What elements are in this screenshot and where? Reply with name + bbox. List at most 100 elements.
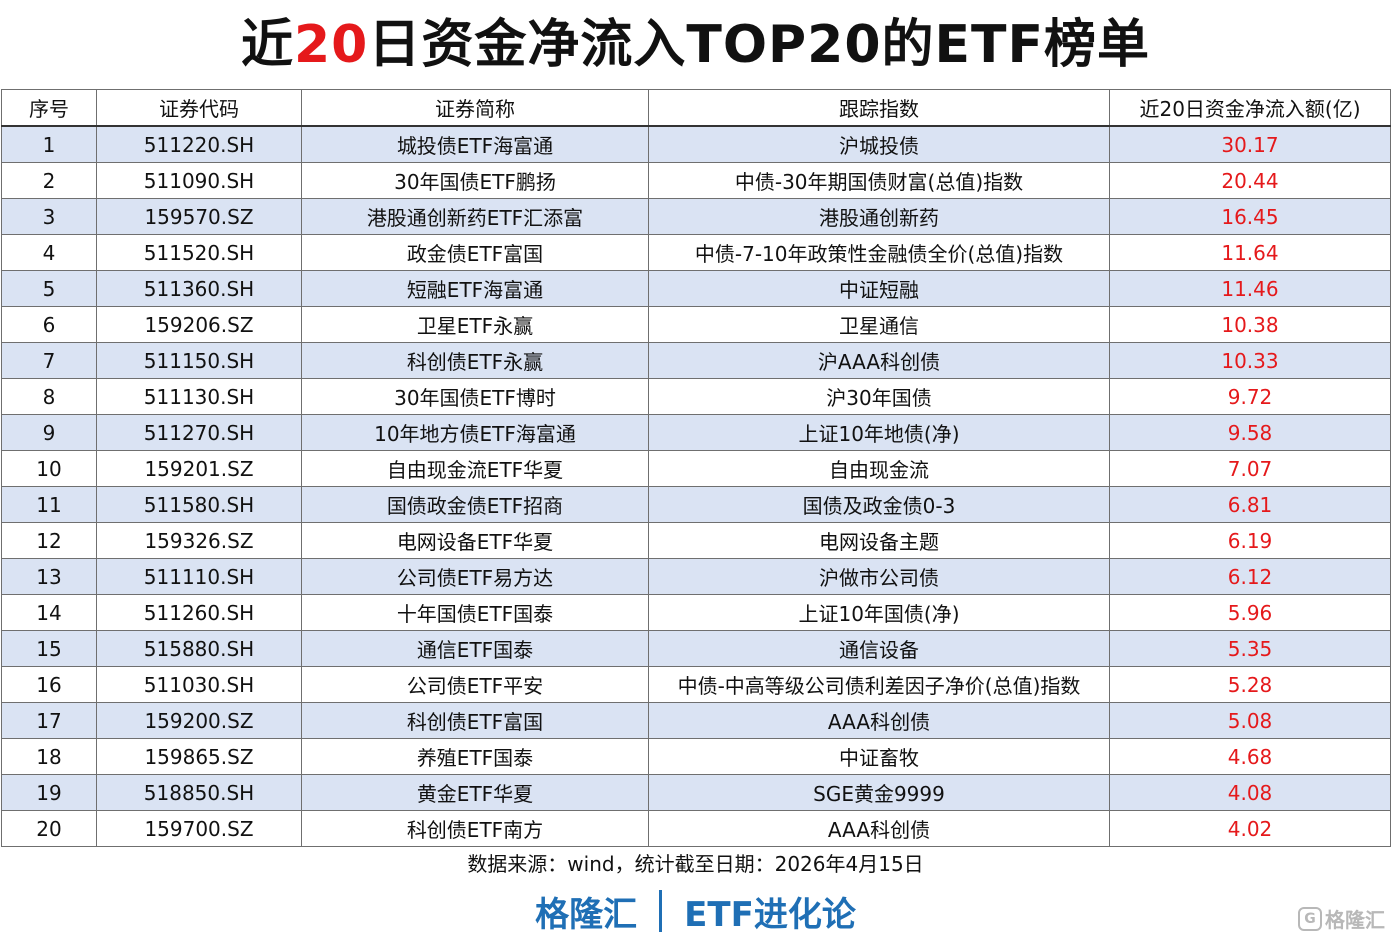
cell-rank: 1: [1, 125, 97, 163]
table-row: 4 511520.SH 政金债ETF富国 中债-7-10年政策性金融债全价(总值)指数…: [1, 234, 1391, 271]
cell-rank: 12: [1, 522, 97, 559]
cell-net-inflow: 16.45: [1109, 198, 1391, 235]
cell-net-inflow: 20.44: [1109, 162, 1391, 199]
cell-name: 10年地方债ETF海富通: [301, 414, 649, 451]
cell-net-inflow: 4.08: [1109, 774, 1391, 811]
cell-name: 科创债ETF永赢: [301, 342, 649, 379]
table-row: 3 159570.SZ 港股通创新药ETF汇添富 港股通创新药 16.45: [1, 198, 1391, 235]
cell-index: AAA科创债: [648, 702, 1110, 739]
cell-rank: 16: [1, 666, 97, 703]
page-title: 近20日资金净流入TOP20的ETF榜单: [0, 8, 1391, 82]
cell-net-inflow: 5.96: [1109, 594, 1391, 631]
table-row: 16 511030.SH 公司债ETF平安 中债-中高等级公司债利差因子净价(总值)指…: [1, 666, 1391, 703]
table-row: 11 511580.SH 国债政金债ETF招商 国债及政金债0-3 6.81: [1, 486, 1391, 523]
title-suffix: 日资金净流入TOP20的ETF榜单: [368, 15, 1151, 75]
table-row: 10 159201.SZ 自由现金流ETF华夏 自由现金流 7.07: [1, 450, 1391, 487]
header-net-inflow: 近20日资金净流入额(亿): [1109, 89, 1391, 127]
cell-rank: 14: [1, 594, 97, 631]
cell-net-inflow: 5.08: [1109, 702, 1391, 739]
cell-code: 511520.SH: [96, 234, 302, 271]
title-highlight: 20: [293, 15, 369, 75]
cell-name: 港股通创新药ETF汇添富: [301, 198, 649, 235]
cell-rank: 11: [1, 486, 97, 523]
cell-index: 自由现金流: [648, 450, 1110, 487]
cell-index: AAA科创债: [648, 810, 1110, 847]
cell-index: SGE黄金9999: [648, 774, 1110, 811]
cell-index: 卫星通信: [648, 306, 1110, 343]
title-prefix: 近: [240, 15, 294, 75]
cell-rank: 6: [1, 306, 97, 343]
cell-rank: 18: [1, 738, 97, 775]
footer-divider: [659, 890, 663, 932]
table-row: 12 159326.SZ 电网设备ETF华夏 电网设备主题 6.19: [1, 522, 1391, 559]
cell-rank: 7: [1, 342, 97, 379]
cell-index: 港股通创新药: [648, 198, 1110, 235]
cell-rank: 8: [1, 378, 97, 415]
cell-code: 159206.SZ: [96, 306, 302, 343]
cell-net-inflow: 30.17: [1109, 125, 1391, 163]
cell-name: 十年国债ETF国泰: [301, 594, 649, 631]
cell-code: 511130.SH: [96, 378, 302, 415]
cell-net-inflow: 9.58: [1109, 414, 1391, 451]
cell-name: 科创债ETF南方: [301, 810, 649, 847]
cell-rank: 13: [1, 558, 97, 595]
cell-name: 通信ETF国泰: [301, 630, 649, 667]
cell-net-inflow: 6.19: [1109, 522, 1391, 559]
cell-index: 通信设备: [648, 630, 1110, 667]
cell-code: 511030.SH: [96, 666, 302, 703]
cell-index: 沪AAA科创债: [648, 342, 1110, 379]
cell-name: 城投债ETF海富通: [301, 125, 649, 163]
cell-index: 中债-7-10年政策性金融债全价(总值)指数: [648, 234, 1110, 271]
cell-name: 黄金ETF华夏: [301, 774, 649, 811]
cell-rank: 10: [1, 450, 97, 487]
table-row: 14 511260.SH 十年国债ETF国泰 上证10年国债(净) 5.96: [1, 594, 1391, 631]
cell-code: 511580.SH: [96, 486, 302, 523]
table-row: 15 515880.SH 通信ETF国泰 通信设备 5.35: [1, 630, 1391, 667]
cell-name: 国债政金债ETF招商: [301, 486, 649, 523]
cell-code: 159326.SZ: [96, 522, 302, 559]
cell-index: 国债及政金债0-3: [648, 486, 1110, 523]
cell-rank: 2: [1, 162, 97, 199]
source-note: 数据来源：wind，统计截至日期：2026年4月15日: [467, 852, 924, 876]
cell-net-inflow: 10.38: [1109, 306, 1391, 343]
cell-rank: 17: [1, 702, 97, 739]
table-row: 8 511130.SH 30年国债ETF博时 沪30年国债 9.72: [1, 378, 1391, 415]
cell-code: 159200.SZ: [96, 702, 302, 739]
cell-name: 30年国债ETF鹏扬: [301, 162, 649, 199]
cell-rank: 5: [1, 270, 97, 307]
table-row: 13 511110.SH 公司债ETF易方达 沪做市公司债 6.12: [1, 558, 1391, 595]
cell-code: 511260.SH: [96, 594, 302, 631]
header-index: 跟踪指数: [648, 89, 1110, 127]
cell-rank: 9: [1, 414, 97, 451]
cell-index: 沪做市公司债: [648, 558, 1110, 595]
cell-code: 511270.SH: [96, 414, 302, 451]
cell-index: 上证10年地债(净): [648, 414, 1110, 451]
cell-code: 518850.SH: [96, 774, 302, 811]
cell-name: 卫星ETF永赢: [301, 306, 649, 343]
footer-brand: 格隆汇 ETF进化论: [0, 888, 1391, 935]
cell-code: 511220.SH: [96, 125, 302, 163]
cell-name: 电网设备ETF华夏: [301, 522, 649, 559]
cell-index: 沪30年国债: [648, 378, 1110, 415]
cell-name: 自由现金流ETF华夏: [301, 450, 649, 487]
cell-code: 159570.SZ: [96, 198, 302, 235]
cell-code: 159700.SZ: [96, 810, 302, 847]
table-row: 9 511270.SH 10年地方债ETF海富通 上证10年地债(净) 9.58: [1, 414, 1391, 451]
cell-name: 政金债ETF富国: [301, 234, 649, 271]
cell-net-inflow: 10.33: [1109, 342, 1391, 379]
cell-name: 公司债ETF易方达: [301, 558, 649, 595]
cell-net-inflow: 5.28: [1109, 666, 1391, 703]
cell-index: 沪城投债: [648, 125, 1110, 163]
cell-code: 511110.SH: [96, 558, 302, 595]
watermark-text: 格隆汇: [1325, 908, 1385, 932]
cell-code: 159865.SZ: [96, 738, 302, 775]
table-row: 7 511150.SH 科创债ETF永赢 沪AAA科创债 10.33: [1, 342, 1391, 379]
cell-net-inflow: 11.64: [1109, 234, 1391, 271]
gelonghui-logo-icon: G: [1298, 906, 1322, 931]
cell-net-inflow: 5.35: [1109, 630, 1391, 667]
cell-net-inflow: 9.72: [1109, 378, 1391, 415]
table-row: 20 159700.SZ 科创债ETF南方 AAA科创债 4.02: [1, 810, 1391, 847]
cell-net-inflow: 11.46: [1109, 270, 1391, 307]
cell-net-inflow: 4.02: [1109, 810, 1391, 847]
cell-rank: 19: [1, 774, 97, 811]
